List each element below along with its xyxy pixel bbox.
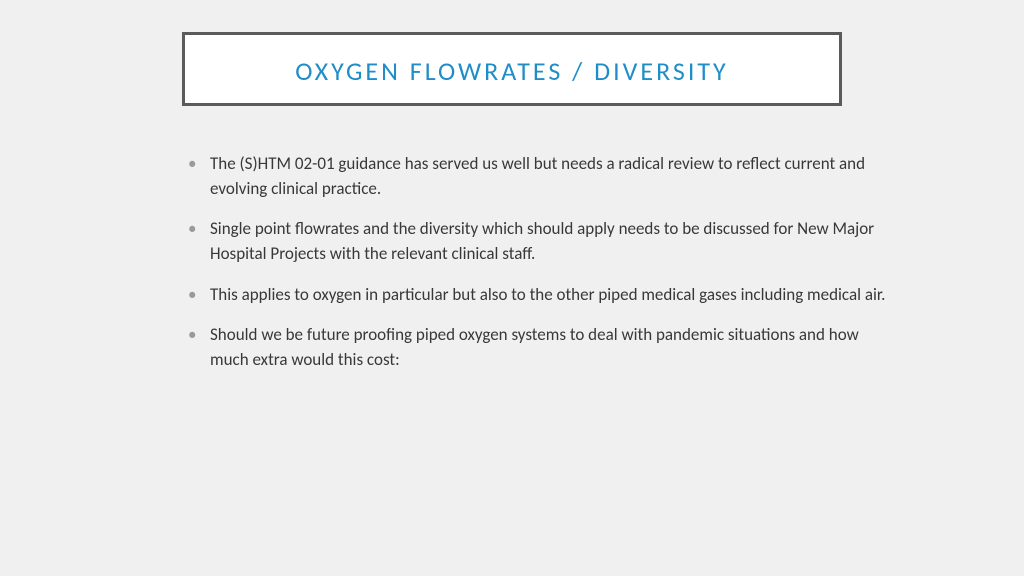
bullet-list: The (S)HTM 02-01 guidance has served us …	[188, 152, 888, 372]
bullet-item: The (S)HTM 02-01 guidance has served us …	[188, 152, 888, 201]
bullet-item: Should we be future proofing piped oxyge…	[188, 323, 888, 372]
slide: OXYGEN FLOWRATES / DIVERSITY The (S)HTM …	[0, 0, 1024, 576]
slide-body: The (S)HTM 02-01 guidance has served us …	[188, 152, 888, 372]
slide-title: OXYGEN FLOWRATES / DIVERSITY	[195, 55, 829, 87]
bullet-item: Single point flowrates and the diversity…	[188, 217, 888, 266]
title-box: OXYGEN FLOWRATES / DIVERSITY	[182, 32, 842, 106]
bullet-item: This applies to oxygen in particular but…	[188, 283, 888, 308]
